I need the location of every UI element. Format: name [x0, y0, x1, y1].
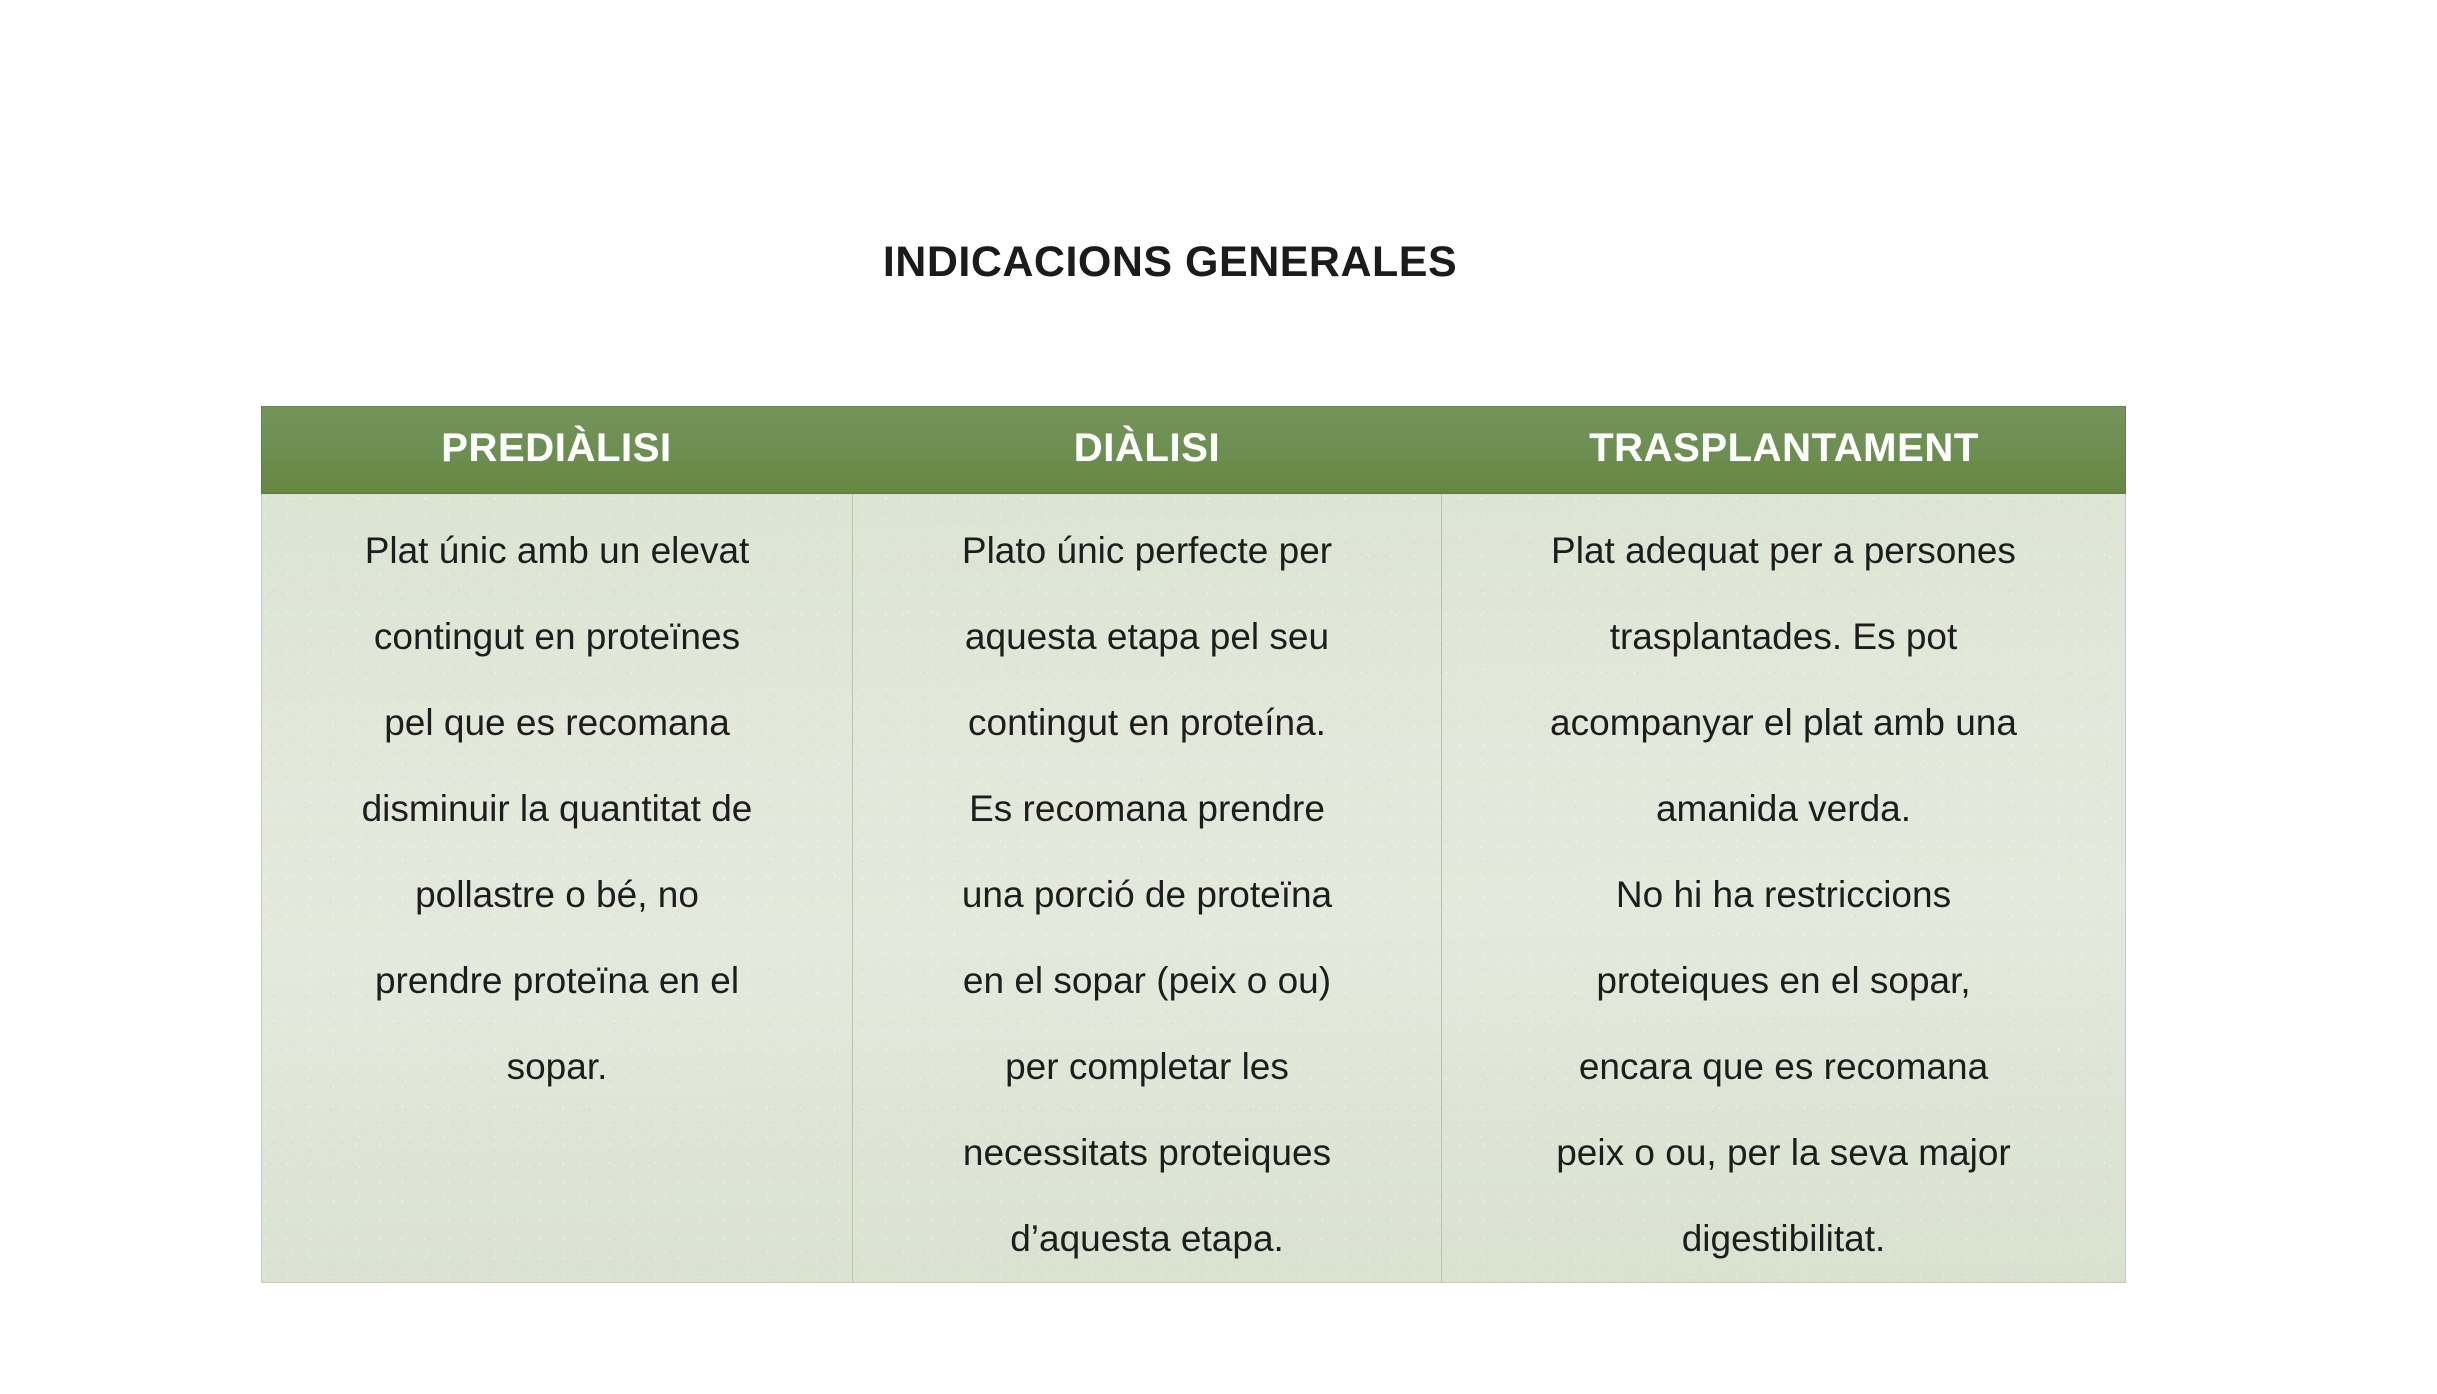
cell-line: necessitats proteiques: [962, 1132, 1332, 1173]
cell-line: peix o ou, per la seva major: [1556, 1132, 2011, 1173]
cell-line: proteiques en el sopar,: [1596, 960, 1971, 1001]
table-body-row: Plat únic amb un elevat contingut en pro…: [261, 494, 2126, 1283]
cell-line: pel que es recomana: [384, 702, 730, 743]
cell-line: amanida verda.: [1655, 788, 1912, 829]
cell-line: encara que es recomana: [1578, 1046, 1989, 1087]
cell-line: per completar les: [1005, 1046, 1289, 1087]
cell-line: trasplantades. Es pot: [1609, 616, 1958, 657]
table-cell-trasplantament: Plat adequat per a persones trasplantade…: [1442, 494, 2125, 1282]
cell-line: d’aquesta etapa.: [1010, 1218, 1284, 1259]
cell-line: aquesta etapa pel seu: [964, 616, 1330, 657]
cell-line: sopar.: [506, 1046, 608, 1087]
cell-line: prendre proteïna en el: [374, 960, 740, 1001]
table-cell-dialisi: Plato únic perfecte per aquesta etapa pe…: [852, 494, 1442, 1282]
indications-table: PREDIÀLISI DIÀLISI TRASPLANTAMENT Plat ú…: [261, 406, 2126, 1283]
cell-line: Plato únic perfecte per: [961, 530, 1333, 571]
cell-line: Es recomana prendre: [969, 788, 1325, 829]
cell-line: contingut en proteína.: [968, 702, 1326, 743]
cell-line: pollastre o bé, no: [415, 874, 699, 915]
cell-line: contingut en proteïnes: [373, 616, 741, 657]
table-header-row: PREDIÀLISI DIÀLISI TRASPLANTAMENT: [261, 406, 2126, 494]
cell-line: una porció de proteïna: [961, 874, 1333, 915]
table-header-dialisi: DIÀLISI: [1073, 426, 1221, 470]
cell-line: disminuir la quantitat de: [361, 788, 753, 829]
cell-line: digestibilitat.: [1681, 1218, 1886, 1259]
cell-line: No hi ha restriccions: [1615, 874, 1952, 915]
cell-line: acompanyar el plat amb una: [1550, 702, 2017, 743]
page-title: INDICACIONS GENERALES: [882, 238, 1458, 286]
cell-line: Plat únic amb un elevat: [364, 530, 750, 571]
cell-line: en el sopar (peix o ou): [962, 960, 1332, 1001]
table-cell-predialisi: Plat únic amb un elevat contingut en pro…: [262, 494, 852, 1282]
table-header-trasplantament: TRASPLANTAMENT: [1589, 426, 1979, 470]
cell-line: Plat adequat per a persones: [1551, 530, 2016, 571]
table-header-predialisi: PREDIÀLISI: [441, 426, 672, 470]
